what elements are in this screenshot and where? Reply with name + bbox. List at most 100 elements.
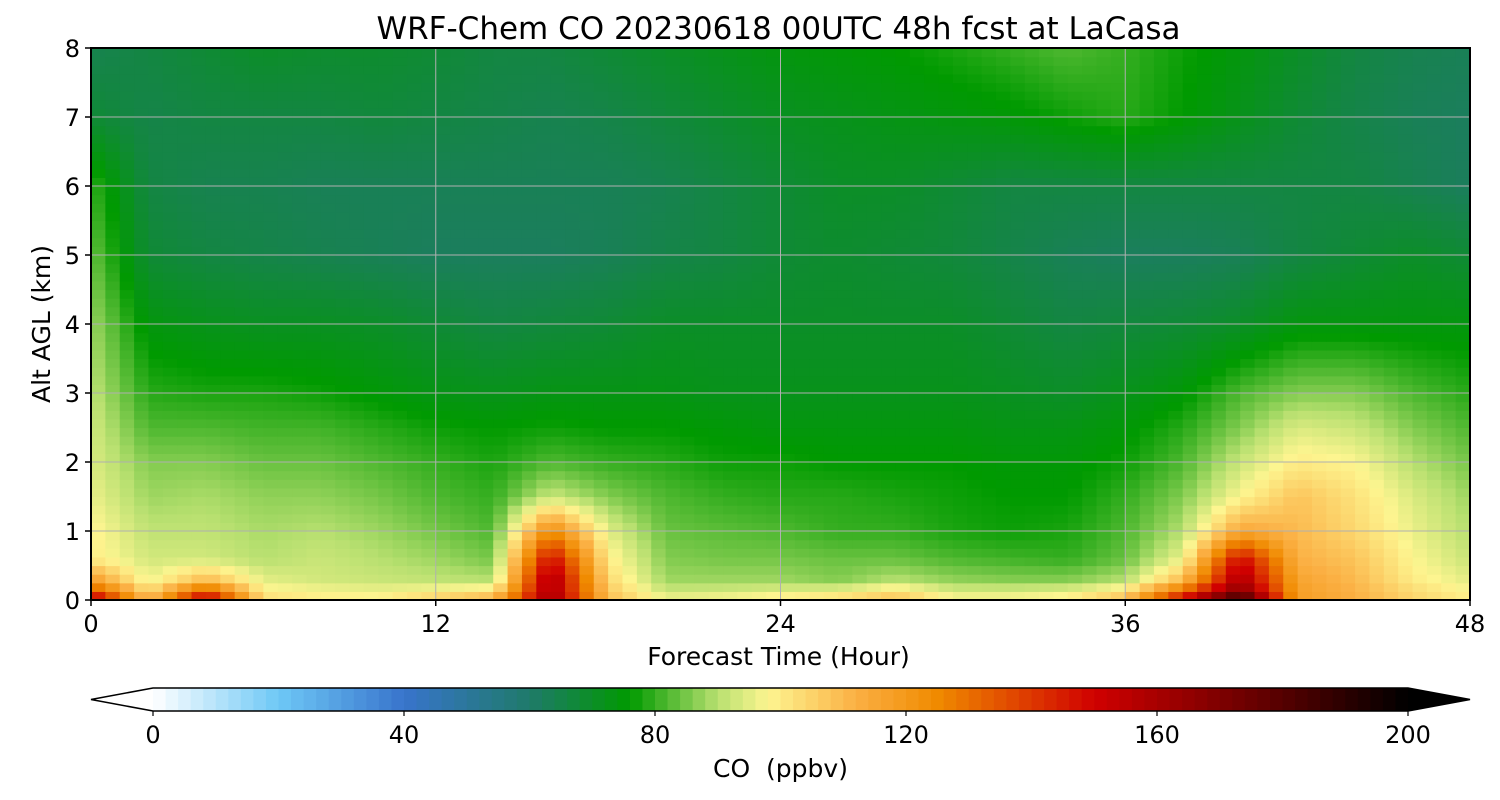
heatmap-cell	[708, 565, 724, 575]
heatmap-cell	[823, 349, 839, 360]
heatmap-cell	[1340, 487, 1356, 498]
heatmap-cell	[450, 229, 466, 239]
heatmap-cell	[119, 298, 135, 308]
heatmap-cell	[550, 211, 566, 222]
heatmap-cell	[737, 203, 753, 213]
heatmap-cell	[478, 565, 494, 575]
heatmap-cell	[205, 418, 221, 429]
heatmap-cell	[392, 470, 408, 480]
heatmap-cell	[464, 591, 480, 601]
heatmap-cell	[665, 151, 681, 161]
heatmap-cell	[1153, 194, 1169, 204]
heatmap-cell	[1139, 401, 1155, 411]
heatmap-cell	[924, 539, 940, 549]
heatmap-cell	[1426, 315, 1442, 325]
heatmap-cell	[909, 470, 925, 480]
heatmap-cell	[407, 280, 422, 291]
heatmap-cell	[823, 341, 839, 351]
heatmap-cell	[249, 393, 264, 403]
heatmap-cell	[1182, 539, 1198, 549]
heatmap-cell	[1268, 384, 1284, 394]
heatmap-cell	[1412, 255, 1428, 265]
heatmap-cell	[995, 539, 1011, 549]
heatmap-cell	[1283, 211, 1299, 222]
heatmap-cell	[1455, 591, 1471, 601]
heatmap-cell	[967, 211, 983, 222]
heatmap-cell	[823, 203, 839, 213]
heatmap-cell	[306, 418, 322, 429]
heatmap-cell	[478, 436, 494, 446]
heatmap-cell	[679, 160, 695, 170]
heatmap-cell	[924, 177, 940, 187]
heatmap-cell	[392, 194, 408, 204]
heatmap-cell	[134, 255, 150, 265]
heatmap-cell	[421, 582, 437, 592]
heatmap-cell	[981, 436, 997, 446]
heatmap-cell	[952, 211, 968, 222]
heatmap-cell	[1182, 229, 1198, 239]
heatmap-cell	[636, 539, 652, 549]
heatmap-cell	[952, 470, 968, 480]
heatmap-cell	[938, 246, 954, 256]
heatmap-cell	[866, 462, 882, 472]
heatmap-cell	[881, 401, 897, 411]
heatmap-cell	[1168, 203, 1184, 213]
heatmap-cell	[162, 539, 178, 549]
heatmap-cell	[608, 194, 624, 204]
heatmap-cell	[378, 341, 394, 351]
heatmap-cell	[1010, 565, 1026, 575]
heatmap-cell	[450, 367, 466, 377]
heatmap-cell	[981, 418, 997, 429]
heatmap-cell	[766, 479, 782, 489]
heatmap-cell	[1340, 194, 1356, 204]
heatmap-cell	[1010, 522, 1026, 532]
heatmap-cell	[349, 522, 365, 532]
heatmap-cell	[1369, 306, 1385, 316]
heatmap-cell	[852, 168, 868, 178]
heatmap-cell	[1412, 410, 1428, 420]
heatmap-cell	[593, 393, 609, 403]
heatmap-cell	[507, 306, 523, 316]
heatmap-cell	[277, 315, 293, 325]
heatmap-cell	[1355, 306, 1371, 316]
heatmap-cell	[378, 591, 394, 601]
heatmap-cell	[1182, 410, 1198, 420]
heatmap-cell	[1082, 194, 1098, 204]
heatmap-cell	[320, 367, 336, 377]
heatmap-cell	[1211, 151, 1227, 161]
heatmap-cell	[507, 289, 523, 299]
heatmap-cell	[521, 496, 537, 506]
heatmap-cell	[708, 160, 724, 170]
heatmap-cell	[1067, 479, 1083, 489]
heatmap-cell	[694, 203, 710, 213]
heatmap-cell	[91, 522, 106, 532]
heatmap-cell	[995, 168, 1011, 178]
heatmap-cell	[881, 367, 897, 377]
heatmap-cell	[737, 341, 753, 351]
heatmap-cell	[809, 332, 825, 342]
heatmap-cell	[981, 211, 997, 222]
heatmap-cell	[723, 315, 739, 325]
heatmap-cell	[837, 151, 853, 161]
heatmap-cell	[1355, 375, 1371, 385]
heatmap-cell	[177, 496, 193, 506]
heatmap-cell	[1311, 255, 1327, 265]
heatmap-cell	[1153, 177, 1169, 187]
heatmap-cell	[493, 367, 509, 377]
heatmap-cell	[1355, 453, 1371, 463]
heatmap-cell	[521, 315, 537, 325]
heatmap-cell	[464, 539, 480, 549]
heatmap-cell	[1340, 410, 1356, 420]
heatmap-cell	[421, 272, 437, 282]
heatmap-cell	[177, 462, 193, 472]
heatmap-cell	[407, 186, 422, 196]
heatmap-cell	[1426, 556, 1442, 567]
heatmap-cell	[1369, 194, 1385, 204]
heatmap-cell	[636, 211, 652, 222]
heatmap-cell	[679, 401, 695, 411]
heatmap-cell	[981, 151, 997, 161]
heatmap-cell	[780, 393, 796, 403]
heatmap-cell	[220, 427, 236, 437]
heatmap-cell	[708, 220, 724, 230]
heatmap-cell	[823, 462, 839, 472]
